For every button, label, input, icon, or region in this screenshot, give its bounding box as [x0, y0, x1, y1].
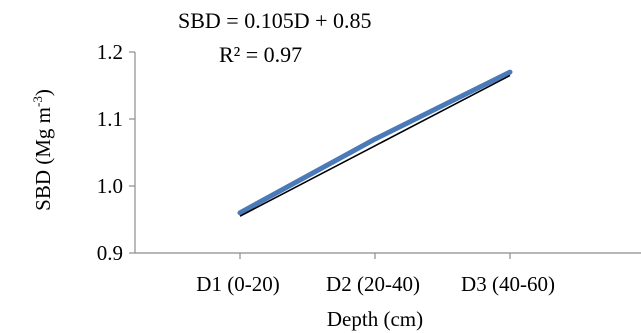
trendline: [239, 74, 511, 217]
y-axis-title-close: ): [31, 89, 55, 96]
x-tick-label: D2 (20-40): [326, 272, 420, 296]
x-tick-label: D3 (40-60): [461, 272, 555, 296]
y-tick-label: 1.1: [97, 107, 123, 131]
y-tick-label: 0.9: [97, 241, 123, 265]
axes: [134, 52, 641, 254]
x-ticks: D1 (0-20) D2 (20-40) D3 (40-60): [196, 253, 555, 296]
y-axis-title-superscript: -3: [30, 96, 45, 107]
data-point: [507, 69, 513, 75]
series-line: [237, 69, 513, 216]
x-tick-label: D1 (0-20): [196, 272, 279, 296]
y-axis-title: SBD (Mg m-3): [30, 89, 55, 211]
data-point: [372, 136, 378, 142]
y-ticks: 0.9 1.0 1.1 1.2: [97, 40, 135, 265]
y-tick-label: 1.0: [97, 174, 123, 198]
series: [237, 69, 513, 217]
y-tick-label: 1.2: [97, 40, 123, 64]
trendline-equation: SBD = 0.105D + 0.85: [178, 8, 372, 33]
data-point: [237, 210, 243, 215]
y-axis-title-main: SBD (Mg m: [31, 107, 55, 211]
x-axis-title: Depth (cm): [327, 307, 423, 331]
r-squared-label: R² = 0.97: [219, 42, 302, 67]
